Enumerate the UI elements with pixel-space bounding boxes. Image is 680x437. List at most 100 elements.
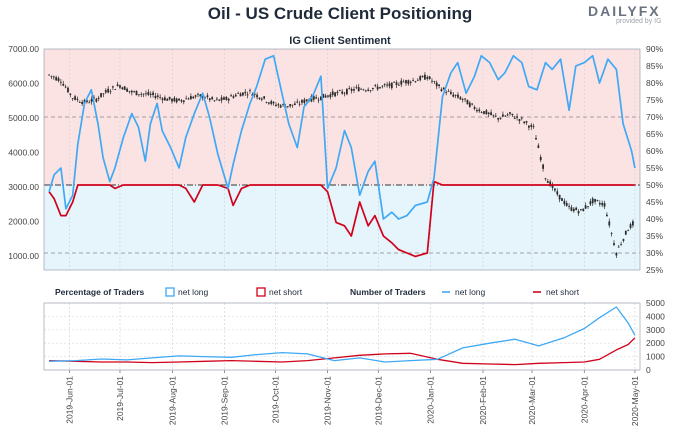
price-candle xyxy=(239,93,242,97)
price-candle xyxy=(149,93,152,95)
price-candle xyxy=(383,84,386,86)
price-candle xyxy=(454,94,457,96)
price-candle xyxy=(414,81,417,83)
price-candle xyxy=(241,92,244,96)
price-candle xyxy=(135,90,138,96)
price-candle xyxy=(632,221,634,226)
lower-right-tick-label-1: 4000 xyxy=(646,311,665,321)
x-tick-label-7: 2020-Jan-01 xyxy=(426,376,436,424)
x-tick-label-3: 2019-Sep-01 xyxy=(220,376,230,425)
price-candle xyxy=(570,207,573,211)
price-candle xyxy=(433,81,436,83)
price-candle xyxy=(568,206,570,207)
price-candle xyxy=(90,98,93,102)
price-candle xyxy=(296,101,299,103)
legend-pct-long-label: net long xyxy=(178,287,209,297)
price-candle xyxy=(341,91,344,94)
price-candle xyxy=(107,88,110,93)
price-candle xyxy=(601,202,604,206)
price-candle xyxy=(114,89,117,90)
price-candle xyxy=(121,87,124,90)
price-candle xyxy=(253,93,256,95)
price-candle xyxy=(499,118,502,119)
price-candle xyxy=(494,115,497,117)
price-candle xyxy=(525,121,528,123)
right-tick-label-3: 75% xyxy=(646,95,663,105)
price-candle xyxy=(88,102,91,104)
price-candle xyxy=(478,109,481,112)
x-tick-label-10: 2020-Apr-01 xyxy=(579,376,589,424)
left-tick-label-5: 2000.00 xyxy=(8,217,39,227)
price-candle xyxy=(487,112,490,115)
price-candle xyxy=(159,96,162,98)
right-tick-label-10: 40% xyxy=(646,214,663,224)
price-candle xyxy=(596,200,599,201)
price-candle xyxy=(256,94,258,98)
price-candle xyxy=(128,90,131,92)
price-candle xyxy=(225,96,228,100)
price-candle xyxy=(492,114,495,116)
price-candle xyxy=(565,202,568,206)
price-candle xyxy=(204,97,206,99)
price-candle xyxy=(528,125,530,128)
price-candle xyxy=(362,89,365,91)
price-candle xyxy=(532,126,535,128)
price-candle xyxy=(166,98,169,101)
x-tick-label-9: 2020-Mar-01 xyxy=(527,376,537,425)
price-candle xyxy=(369,90,372,92)
price-candle xyxy=(175,98,178,103)
price-candle xyxy=(154,95,157,98)
price-candle xyxy=(388,83,391,87)
price-candle xyxy=(412,80,414,81)
price-candle xyxy=(109,91,112,93)
lower-right-tick-label-4: 1000 xyxy=(646,352,665,362)
price-candle xyxy=(440,89,443,91)
price-candle xyxy=(509,112,511,114)
price-candle xyxy=(544,178,547,180)
price-candle xyxy=(289,104,292,107)
price-candle xyxy=(561,198,563,201)
price-candle xyxy=(445,92,448,94)
price-candle xyxy=(234,94,237,97)
price-candle xyxy=(535,138,537,140)
price-candle xyxy=(556,191,559,195)
price-candle xyxy=(338,90,341,92)
price-candle xyxy=(426,77,429,79)
right-tick-label-11: 35% xyxy=(646,231,663,241)
price-candle xyxy=(291,104,294,106)
price-candle xyxy=(558,194,561,200)
price-candle xyxy=(471,103,474,105)
price-candle xyxy=(549,181,552,187)
chart-title: IG Client Sentiment xyxy=(289,35,391,47)
page-title: Oil - US Crude Client Positioning xyxy=(207,4,473,23)
legend-percentage-title: Percentage of Traders xyxy=(55,287,145,297)
price-candle xyxy=(423,74,426,80)
legend-pct-short-swatch xyxy=(256,287,266,297)
price-candle xyxy=(381,85,384,87)
price-candle xyxy=(334,92,336,97)
price-candle xyxy=(327,95,329,97)
price-candle xyxy=(272,102,275,104)
price-candle xyxy=(374,85,377,86)
right-tick-label-2: 80% xyxy=(646,78,663,88)
price-candle xyxy=(364,90,367,92)
price-candle xyxy=(580,209,582,210)
price-candle xyxy=(345,88,348,95)
price-candle xyxy=(459,97,462,100)
price-candle xyxy=(319,96,322,101)
net-short-percentage-line xyxy=(48,180,635,258)
price-candle xyxy=(258,97,261,99)
price-candle xyxy=(516,116,518,118)
price-candle xyxy=(85,99,88,103)
price-candle xyxy=(502,114,504,117)
right-tick-label-12: 30% xyxy=(646,248,663,258)
price-candle xyxy=(452,94,455,97)
price-candle xyxy=(376,86,379,90)
legend: Percentage of Traders net long net short Nu… xyxy=(55,287,580,297)
price-candle xyxy=(246,94,249,96)
price-candle xyxy=(171,98,173,102)
price-candle xyxy=(315,97,318,99)
price-candle xyxy=(305,99,308,101)
price-candle xyxy=(312,95,315,100)
price-candle xyxy=(575,207,578,211)
